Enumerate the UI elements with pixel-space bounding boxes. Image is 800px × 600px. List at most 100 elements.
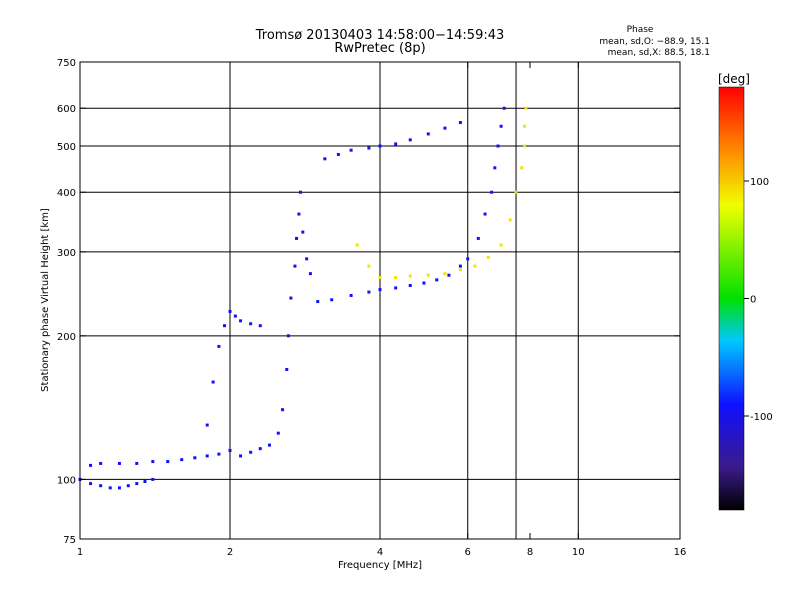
- data-point: [408, 274, 412, 278]
- data-point: [135, 461, 139, 465]
- y-tick-label: 600: [57, 104, 76, 115]
- colorbar-label: [deg]: [718, 72, 750, 86]
- data-point: [117, 486, 121, 490]
- data-point: [486, 255, 490, 259]
- data-point: [305, 257, 309, 261]
- y-tick-label: 500: [57, 142, 76, 153]
- data-point: [180, 458, 184, 462]
- data-point: [514, 190, 518, 194]
- data-point: [422, 281, 426, 285]
- data-point: [408, 138, 412, 142]
- data-point: [223, 324, 227, 328]
- data-point: [483, 212, 487, 216]
- data-point: [316, 300, 320, 304]
- data-point: [447, 273, 451, 277]
- data-point: [394, 142, 398, 146]
- x-tick-label: 16: [674, 547, 687, 558]
- x-tick-label: 1: [77, 547, 83, 558]
- y-tick-label: 200: [57, 332, 76, 343]
- x-tick-label: 6: [465, 547, 471, 558]
- data-point: [499, 124, 503, 128]
- chart-subtitle: RwPretec (8p): [334, 41, 425, 56]
- data-point: [523, 124, 527, 128]
- y-tick-label: 75: [63, 535, 76, 546]
- data-point: [285, 367, 289, 371]
- colorbar: [718, 86, 745, 511]
- data-point: [349, 293, 353, 297]
- data-point: [166, 460, 170, 464]
- data-point: [298, 190, 302, 194]
- colorbar-tick-label: -100: [750, 412, 773, 423]
- data-point: [367, 146, 371, 150]
- data-point: [239, 454, 243, 458]
- data-point: [426, 132, 430, 136]
- data-point: [117, 461, 121, 465]
- chart-title: Tromsø 20130403 14:58:00−14:59:43: [255, 28, 505, 43]
- data-point: [211, 380, 215, 384]
- y-tick-label: 100: [57, 475, 76, 486]
- data-point: [276, 431, 280, 435]
- data-point: [355, 243, 359, 247]
- x-tick-label: 4: [377, 547, 383, 558]
- data-point: [523, 144, 527, 148]
- data-point: [193, 456, 197, 460]
- data-point: [267, 443, 271, 447]
- data-point: [228, 309, 232, 313]
- data-point: [239, 319, 243, 323]
- data-point: [443, 126, 447, 130]
- data-point: [258, 447, 262, 451]
- y-tick-label: 300: [57, 248, 76, 259]
- x-tick-label: 10: [572, 547, 585, 558]
- data-point: [435, 278, 439, 282]
- data-point: [99, 461, 103, 465]
- data-point: [293, 264, 297, 268]
- data-point: [499, 243, 503, 247]
- data-point: [135, 482, 139, 486]
- data-point: [308, 272, 312, 276]
- data-point: [126, 484, 130, 488]
- data-point: [496, 144, 500, 148]
- data-point: [466, 257, 470, 261]
- grid-lines: [80, 62, 680, 539]
- data-point: [367, 264, 371, 268]
- data-point: [108, 486, 112, 490]
- data-point: [143, 479, 147, 483]
- data-point: [228, 448, 232, 452]
- data-point: [301, 230, 305, 234]
- data-point: [473, 264, 477, 268]
- phase-info-title: Phase: [627, 25, 654, 35]
- data-point: [476, 236, 480, 240]
- data-point: [151, 477, 155, 481]
- data-point: [249, 450, 253, 454]
- y-axis-label: Stationary phase Virtual Height [km]: [40, 208, 51, 392]
- data-point: [336, 152, 340, 156]
- data-point: [323, 157, 327, 161]
- colorbar-tick-label: 0: [750, 295, 756, 306]
- data-point: [378, 288, 382, 292]
- data-point: [408, 283, 412, 287]
- data-point: [458, 268, 462, 272]
- data-point: [297, 212, 301, 216]
- axis-ticks: 1 2 4 6 8 10 16 75 100 200 300 400 500 600 750: [57, 58, 686, 558]
- data-point: [99, 484, 103, 488]
- data-point: [508, 218, 512, 222]
- data-point: [378, 144, 382, 148]
- data-point: [205, 454, 209, 458]
- data-point: [502, 106, 506, 110]
- data-point: [289, 296, 293, 300]
- data-point: [524, 106, 528, 110]
- data-point: [330, 298, 334, 302]
- data-point: [89, 463, 93, 467]
- data-point: [249, 322, 253, 326]
- x-axis-label: Frequency [MHz]: [338, 560, 422, 571]
- data-point: [520, 166, 524, 170]
- data-point: [490, 190, 494, 194]
- colorbar-ticks: 100 0 -100: [744, 177, 773, 423]
- data-point: [258, 324, 262, 328]
- data-point: [233, 314, 237, 318]
- phase-info-line-o: mean, sd,O: −88.9, 15.1: [599, 37, 710, 47]
- data-point: [151, 460, 155, 464]
- data-point: [281, 408, 285, 412]
- data-point: [493, 166, 497, 170]
